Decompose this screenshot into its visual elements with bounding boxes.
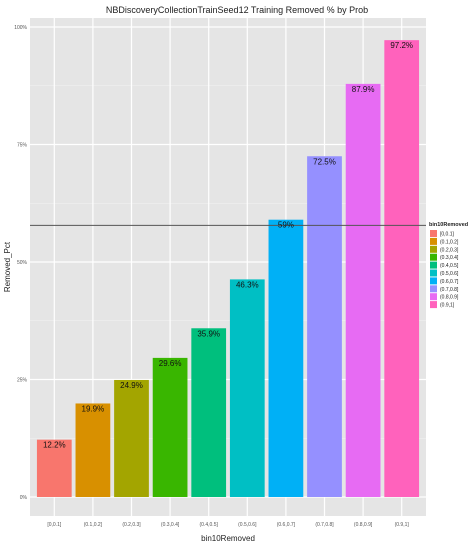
bar	[384, 40, 420, 497]
data-label: 29.6%	[159, 359, 182, 368]
y-tick-label: 25%	[17, 378, 28, 384]
data-label: 46.3%	[236, 280, 259, 289]
legend-label: (0.9,1]	[440, 303, 455, 309]
x-tick-label: [0,0.1]	[47, 522, 62, 528]
x-tick-labels: [0,0.1] (0.1,0.2] (0.2,0.3] (0.3,0.4] (0.4,0…	[47, 522, 409, 528]
legend-label: (0.3,0.4]	[440, 255, 459, 261]
bar	[191, 328, 227, 497]
data-label: 87.9%	[352, 85, 375, 94]
data-label: 97.2%	[390, 41, 413, 50]
bar	[114, 379, 149, 497]
bars	[36, 40, 420, 498]
legend: bin10Removed [0,0.1](0.1,0.2] (0.2,0.3] (0…	[429, 222, 468, 309]
data-label: 35.9%	[197, 329, 220, 338]
legend-label: (0.4,0.5]	[440, 263, 459, 269]
legend-label: (0.7,0.8]	[440, 287, 459, 293]
chart-title: NBDiscoveryCollectionTrainSeed12 Trainin…	[106, 5, 368, 15]
y-tick-label: 100%	[14, 25, 27, 31]
legend-title: bin10Removed	[429, 222, 468, 228]
bar	[307, 156, 342, 497]
legend-label: (0.8,0.9]	[440, 295, 459, 301]
legend-swatch	[430, 237, 437, 245]
y-axis-label: Removed_Pct	[3, 241, 12, 292]
x-tick-label: (0.2,0.3]	[122, 522, 141, 528]
x-tick-label: (0.3,0.4]	[161, 522, 180, 528]
data-label: 19.9%	[82, 404, 105, 413]
legend-swatch	[430, 293, 437, 301]
data-labels: 12.2% 19.9% 24.9% 29.6% 35.9% 46.3% 59% 72.5% 87…	[43, 41, 413, 450]
data-label: 12.2%	[43, 441, 66, 450]
x-tick-label: (0.6,0.7]	[277, 522, 296, 528]
legend-swatch	[430, 301, 437, 309]
x-tick-label: (0.8,0.9]	[354, 522, 373, 528]
legend-swatch	[430, 230, 437, 237]
bar	[75, 403, 111, 497]
x-axis-label: bin10Removed	[201, 534, 255, 543]
bar	[152, 357, 188, 497]
bar	[345, 83, 381, 498]
x-tick-label: (0.1,0.2]	[84, 522, 103, 528]
x-tick-label: (0.9,1]	[395, 522, 410, 528]
y-tick-label: 75%	[17, 143, 28, 149]
x-tick-label: (0.5,0.6]	[238, 522, 257, 528]
legend-swatch	[430, 269, 437, 277]
bar	[229, 279, 265, 497]
bar	[36, 439, 72, 497]
y-tick-labels: 0% 25% 50% 75% 100%	[14, 25, 27, 501]
legend-swatch	[430, 261, 437, 269]
x-tick-label: (0.4,0.5]	[200, 522, 219, 528]
legend-items: [0,0.1](0.1,0.2] (0.2,0.3] (0.3,0.4] (0.4,0…	[430, 230, 459, 309]
data-label: 59%	[278, 221, 294, 230]
y-tick-label: 0%	[20, 495, 28, 501]
data-label: 24.9%	[120, 381, 143, 390]
y-tick-label: 50%	[17, 260, 28, 266]
legend-label: (0.1,0.2]	[440, 239, 459, 245]
legend-swatch	[430, 285, 437, 293]
legend-label: [0,0.1]	[440, 232, 455, 238]
legend-swatch	[430, 253, 437, 261]
legend-swatch	[430, 277, 437, 285]
legend-label: (0.5,0.6]	[440, 271, 459, 277]
legend-label: (0.2,0.3]	[440, 247, 459, 253]
bar	[268, 219, 304, 497]
legend-label: (0.6,0.7]	[440, 279, 459, 285]
legend-swatch	[430, 245, 437, 253]
x-tick-label: (0.7,0.8]	[315, 522, 334, 528]
data-label: 72.5%	[313, 157, 336, 166]
